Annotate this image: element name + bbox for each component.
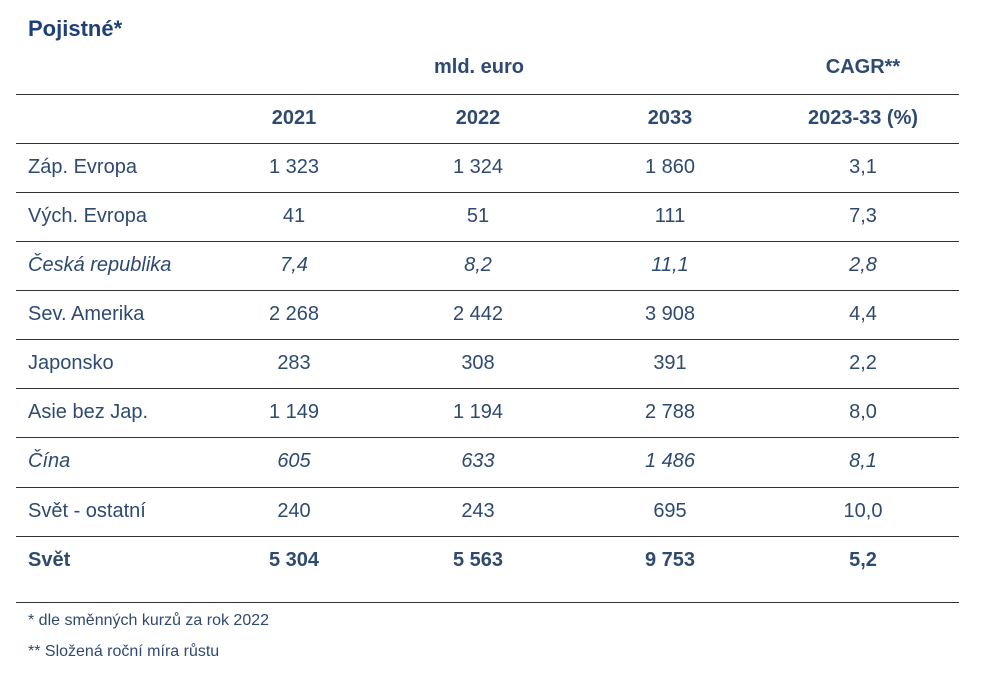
value-cagr: 2,8: [849, 254, 877, 276]
value-2021: 1 149: [268, 401, 320, 423]
row-label: Asie bez Jap.: [28, 401, 149, 423]
value-2033: 391: [653, 352, 687, 374]
value-2033: 2 788: [644, 401, 696, 423]
column-header-cagr: 2023-33 (%): [807, 107, 919, 129]
value-2022: 1 324: [452, 156, 504, 178]
column-header-2021: 2021: [271, 107, 317, 129]
value-2022: 51: [466, 205, 490, 227]
row-divider: [16, 487, 959, 488]
column-header-2022: 2022: [455, 107, 501, 129]
row-divider: [16, 290, 959, 291]
table-row: Sev. Amerika 2 268 2 442 3 908 4,4: [16, 290, 959, 338]
table-row: Čína 605 633 1 486 8,1: [16, 437, 959, 485]
row-label: Záp. Evropa: [28, 156, 137, 178]
value-2033: 3 908: [644, 303, 696, 325]
row-label: Sev. Amerika: [28, 303, 145, 325]
column-header-2033: 2033: [647, 107, 693, 129]
table-row: Vých. Evropa 41 51 111 7,3: [16, 192, 959, 240]
value-2022: 8,2: [464, 254, 492, 276]
footnote-cagr: ** Složená roční míra růstu: [28, 643, 220, 660]
value-2021: 240: [277, 500, 311, 522]
value-2021: 7,4: [280, 254, 308, 276]
value-2021: 283: [277, 352, 311, 374]
row-divider: [16, 143, 959, 144]
row-divider: [16, 192, 959, 193]
value-2022: 243: [461, 500, 495, 522]
row-divider: [16, 241, 959, 242]
value-2033: 1 860: [644, 156, 696, 178]
value-cagr: 5,2: [849, 549, 877, 571]
cagr-label: CAGR**: [825, 56, 901, 78]
table-row: Záp. Evropa 1 323 1 324 1 860 3,1: [16, 143, 959, 191]
row-divider: [16, 388, 959, 389]
table-header-row: 2021 2022 2033 2023-33 (%): [16, 94, 959, 142]
table-row: Japonsko 283 308 391 2,2: [16, 339, 959, 387]
value-2021: 2 268: [268, 303, 320, 325]
unit-label: mld. euro: [433, 56, 524, 78]
value-2021: 1 323: [268, 156, 320, 178]
row-label: Čína: [28, 450, 71, 472]
value-cagr: 3,1: [849, 156, 877, 178]
value-2033: 11,1: [651, 254, 689, 276]
row-label: Vých. Evropa: [28, 205, 147, 227]
value-2033: 9 753: [644, 549, 696, 571]
row-label: Svět - ostatní: [28, 500, 146, 522]
value-2033: 111: [654, 205, 686, 227]
value-2021: 605: [277, 450, 311, 472]
row-label: Česká republika: [28, 254, 172, 276]
value-2021: 5 304: [268, 549, 320, 571]
value-2022: 2 442: [452, 303, 504, 325]
value-2022: 308: [461, 352, 495, 374]
row-label: Svět: [28, 549, 71, 571]
footnote-exchange-rate: * dle směnných kurzů za rok 2022: [28, 612, 270, 629]
value-2033: 695: [653, 500, 687, 522]
value-cagr: 4,4: [849, 303, 877, 325]
value-cagr: 10,0: [843, 500, 883, 522]
value-cagr: 7,3: [849, 205, 877, 227]
value-cagr: 8,1: [849, 450, 877, 472]
table-total-row: Svět 5 304 5 563 9 753 5,2: [16, 536, 959, 584]
value-2022: 1 194: [452, 401, 504, 423]
table-bottom-rule: [16, 602, 959, 603]
value-2022: 5 563: [452, 549, 504, 571]
value-2022: 633: [461, 450, 495, 472]
table-row: Asie bez Jap. 1 149 1 194 2 788 8,0: [16, 388, 959, 436]
table-top-rule: [16, 94, 959, 95]
row-divider: [16, 437, 959, 438]
value-cagr: 2,2: [849, 352, 877, 374]
value-2021: 41: [282, 205, 306, 227]
page-title: Pojistné*: [28, 16, 123, 41]
row-divider: [16, 536, 959, 537]
table-row: Svět - ostatní 240 243 695 10,0: [16, 487, 959, 535]
table-row: Česká republika 7,4 8,2 11,1 2,8: [16, 241, 959, 289]
value-2033: 1 486: [644, 450, 696, 472]
row-label: Japonsko: [28, 352, 114, 374]
row-divider: [16, 339, 959, 340]
value-cagr: 8,0: [849, 401, 877, 423]
